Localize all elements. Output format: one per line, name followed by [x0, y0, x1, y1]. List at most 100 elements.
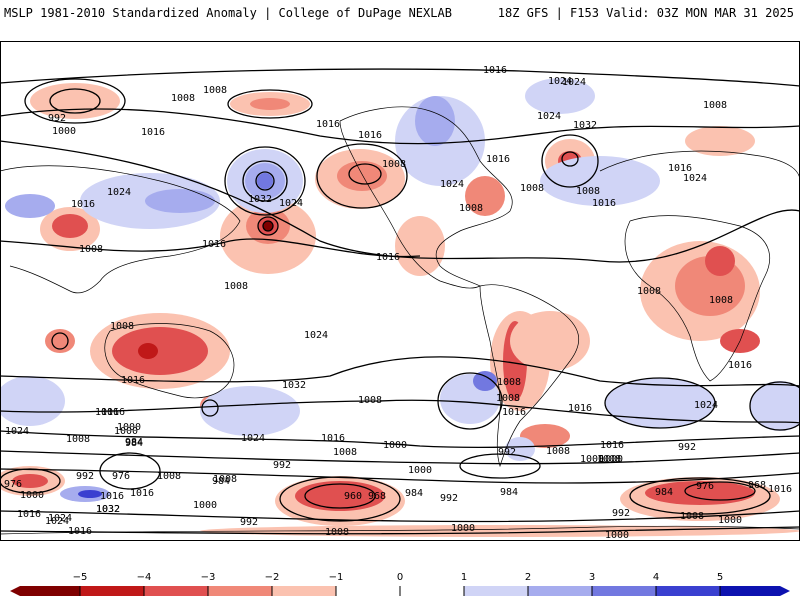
colorbar-swatch — [592, 586, 656, 596]
isobar-label: 992 — [76, 471, 94, 482]
anomaly-region — [465, 176, 505, 216]
isobar-label: 1016 — [316, 119, 340, 130]
isobar-label: 968 — [368, 491, 386, 502]
isobar-label: 1016 — [121, 375, 145, 386]
anomaly-region — [295, 481, 385, 511]
colorbar-tick: 0 — [396, 572, 404, 583]
isobar-label: 1008 — [358, 395, 382, 406]
isobar — [0, 510, 800, 523]
coastline-north-america — [339, 106, 513, 289]
isobar — [255, 171, 275, 191]
isobar-label: 1032 — [573, 120, 597, 131]
isobar-label: 1008 — [496, 393, 520, 404]
colorbar-tick: 2 — [524, 572, 532, 583]
isobar — [304, 483, 376, 509]
isobar — [0, 468, 800, 484]
isobar-label: 1024 — [107, 187, 131, 198]
isobar-lines — [0, 68, 800, 535]
coastline-asia — [0, 165, 241, 294]
anomaly-region — [510, 311, 590, 371]
isobar-label: 1016 — [100, 491, 124, 502]
anomaly-region — [685, 126, 755, 156]
colorbar-tick: −4 — [136, 572, 152, 583]
isobar-label: 1008 — [325, 527, 349, 538]
isobar-label: 1008 — [157, 471, 181, 482]
isobar — [279, 476, 401, 522]
isobar-label: 992 — [612, 508, 630, 519]
isobar-label: 1000 — [52, 126, 76, 137]
isobar-label: 1024 — [45, 516, 69, 527]
isobar-label: 1008 — [382, 159, 406, 170]
isobar-label: 1008 — [546, 446, 570, 457]
anomaly-region — [395, 216, 445, 276]
isobar-label: 992 — [273, 460, 291, 471]
isobar-label: 992 — [440, 493, 458, 504]
isobar — [348, 163, 382, 185]
isobar — [201, 399, 219, 417]
isobar — [99, 452, 161, 490]
isobar — [749, 381, 800, 431]
isobar-label: 1024 — [304, 330, 328, 341]
isobar — [0, 526, 800, 535]
colorbar-tick: −5 — [72, 572, 88, 583]
colorbar-arrow-low — [10, 586, 80, 596]
isobar — [0, 238, 421, 258]
isobar — [51, 332, 69, 350]
isobar-label: 1016 — [483, 65, 507, 76]
isobar-label: 1016 — [768, 484, 792, 495]
isobar-label: 1032 — [282, 380, 306, 391]
isobar — [49, 88, 101, 114]
anomaly-region — [78, 490, 102, 498]
colorbar-tick: 3 — [588, 572, 596, 583]
coastline-africa — [624, 215, 770, 382]
colorbar-tick: 4 — [652, 572, 660, 583]
isobar-label: 1016 — [321, 433, 345, 444]
isobar-label: 1016 — [600, 440, 624, 451]
isobar-label: 992 — [48, 113, 66, 124]
isobar-label: 984 — [125, 437, 143, 448]
isobar-label: 984 — [655, 487, 673, 498]
isobar-label: 1008 — [213, 474, 237, 485]
isobar-label: 1000 — [383, 440, 407, 451]
isobar-label: 992 — [678, 442, 696, 453]
coastlines — [0, 106, 800, 535]
isobar-label: 992 — [498, 447, 516, 458]
anomaly-region — [540, 156, 660, 206]
isobar — [437, 372, 503, 430]
isobar-label: 1008 — [110, 321, 134, 332]
colorbar-tick: −3 — [200, 572, 216, 583]
isobar-label: 1008 — [203, 85, 227, 96]
isobar-label: 1008 — [637, 286, 661, 297]
isobar-label: 1024 — [537, 111, 561, 122]
isobar-label: 1008 — [459, 203, 483, 214]
isobar-label: 984 — [500, 487, 518, 498]
model-run-info: 18Z GFS | F153 Valid: 03Z MON MAR 31 202… — [497, 6, 794, 20]
map-title: MSLP 1981-2010 Standardized Anomaly | Co… — [4, 6, 452, 20]
isobar-label: 1016 — [592, 198, 616, 209]
isobar-label: 1008 — [680, 511, 704, 522]
isobar-label: 1016 — [376, 252, 400, 263]
colorbar-tick: −2 — [264, 572, 280, 583]
isobar-label: 1032 — [96, 504, 120, 515]
anomaly-region — [337, 161, 387, 191]
colorbar-swatch — [144, 586, 208, 596]
isobar-label: 984 — [405, 488, 423, 499]
anomaly-region — [5, 194, 55, 218]
isobar — [561, 151, 579, 167]
isobar-label: 1008 — [333, 447, 357, 458]
isobar-label: 1032 — [248, 194, 272, 205]
isobar-label: 1008 — [520, 183, 544, 194]
isobar-label: 976 — [696, 481, 714, 492]
isobar-label: 1024 — [241, 433, 265, 444]
isobar — [316, 143, 408, 209]
isobar-label: 1016 — [130, 488, 154, 499]
anomaly-region — [415, 96, 455, 146]
isobar — [629, 477, 771, 515]
anomaly-map: 1016 1024 1008 992 1000 1016 1008 1024 1… — [0, 41, 800, 540]
isobar — [0, 108, 800, 145]
isobar-label: 1000 — [451, 523, 475, 534]
header: MSLP 1981-2010 Standardized Anomaly | Co… — [0, 0, 800, 40]
isobar — [0, 399, 800, 424]
isobar-label: 1016 — [68, 526, 92, 537]
isobar-label: 1016 — [141, 127, 165, 138]
